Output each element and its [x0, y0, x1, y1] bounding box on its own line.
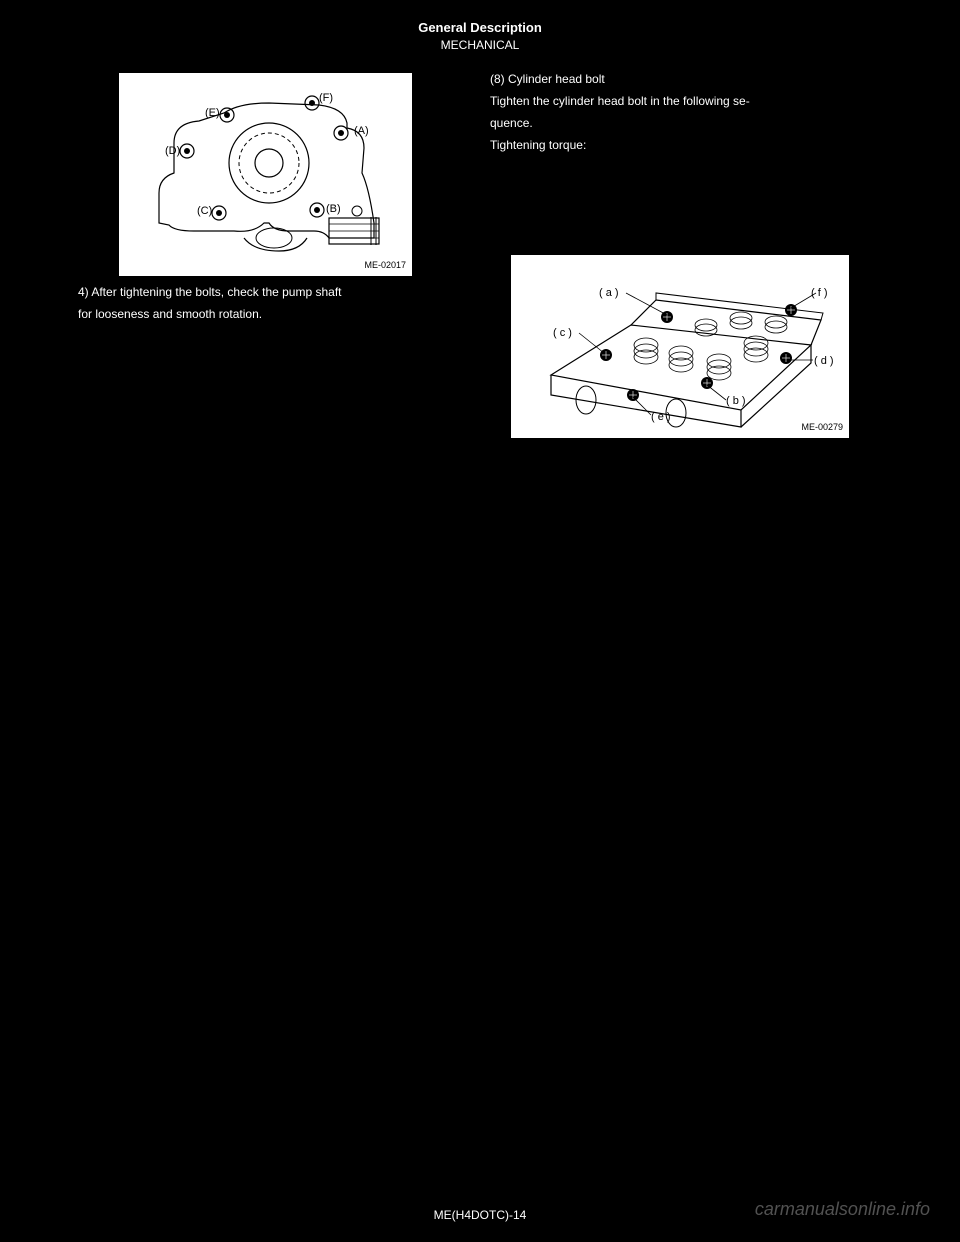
label-a-lc: ( a )	[599, 285, 619, 302]
right-text-4: Tightening torque:	[490, 136, 880, 154]
label-d-lc: ( d )	[814, 353, 834, 370]
label-a: (A)	[354, 123, 369, 140]
left-column: (A) (B) (C) (D) (E) (F) ME-02017 4) Afte…	[78, 70, 468, 327]
label-c: (C)	[197, 203, 212, 220]
cylinder-head-diagram	[511, 255, 851, 440]
label-f-lc: ( f )	[811, 285, 828, 302]
water-pump-figure: (A) (B) (C) (D) (E) (F) ME-02017	[118, 72, 413, 277]
right-text-1: (8) Cylinder head bolt	[490, 70, 880, 88]
page-subtitle: MECHANICAL	[0, 38, 960, 52]
figure-id-left: ME-02017	[364, 259, 406, 273]
watermark: carmanualsonline.info	[755, 1199, 930, 1220]
label-e-lc: ( e )	[651, 409, 671, 426]
cylinder-head-figure: ( a ) ( f ) ( c ) ( d ) ( b ) ( e ) ME-0…	[510, 254, 850, 439]
label-f: (F)	[319, 90, 333, 107]
water-pump-diagram	[119, 73, 414, 278]
right-column: (8) Cylinder head bolt Tighten the cylin…	[490, 70, 880, 445]
label-d: (D)	[165, 143, 180, 160]
label-e: (E)	[205, 105, 220, 122]
label-c-lc: ( c )	[553, 325, 572, 342]
right-text-2: Tighten the cylinder head bolt in the fo…	[490, 92, 880, 110]
right-text-3: quence.	[490, 114, 880, 132]
figure-id-right: ME-00279	[801, 421, 843, 435]
left-text-1: 4) After tightening the bolts, check the…	[78, 283, 468, 301]
page-title: General Description	[0, 20, 960, 35]
label-b-lc: ( b )	[726, 393, 746, 410]
left-text-2: for looseness and smooth rotation.	[78, 305, 468, 323]
label-b: (B)	[326, 201, 341, 218]
